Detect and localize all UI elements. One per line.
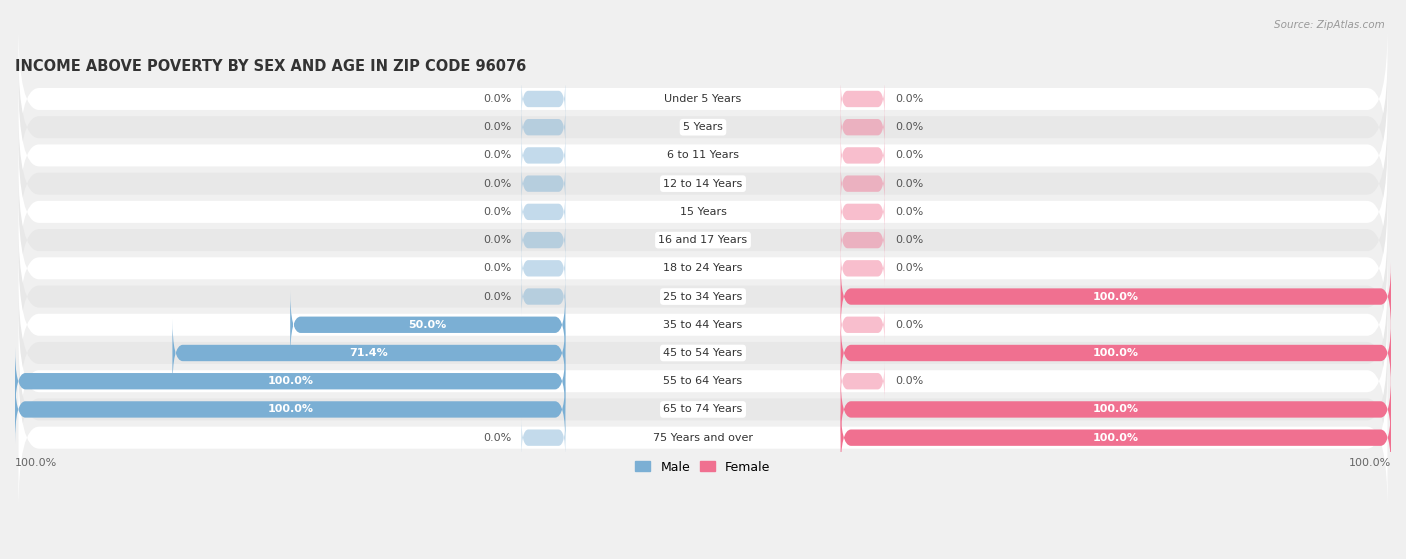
FancyBboxPatch shape [15,347,565,415]
Text: 100.0%: 100.0% [267,405,314,414]
Text: 50.0%: 50.0% [409,320,447,330]
Text: 100.0%: 100.0% [15,458,58,468]
FancyBboxPatch shape [290,291,565,359]
Text: 0.0%: 0.0% [896,376,924,386]
FancyBboxPatch shape [18,138,1388,286]
Text: 0.0%: 0.0% [482,433,510,443]
FancyBboxPatch shape [841,192,884,232]
Text: 0.0%: 0.0% [482,207,510,217]
FancyBboxPatch shape [522,248,565,288]
FancyBboxPatch shape [18,82,1388,229]
Text: 0.0%: 0.0% [482,150,510,160]
Text: 100.0%: 100.0% [1348,458,1391,468]
Text: 18 to 24 Years: 18 to 24 Years [664,263,742,273]
FancyBboxPatch shape [841,79,884,119]
Text: 0.0%: 0.0% [896,94,924,104]
Text: Source: ZipAtlas.com: Source: ZipAtlas.com [1274,20,1385,30]
Text: 0.0%: 0.0% [482,263,510,273]
Text: 0.0%: 0.0% [482,292,510,301]
Text: 100.0%: 100.0% [1092,348,1139,358]
FancyBboxPatch shape [173,319,565,387]
Text: 0.0%: 0.0% [482,94,510,104]
FancyBboxPatch shape [522,418,565,458]
FancyBboxPatch shape [18,110,1388,257]
Text: INCOME ABOVE POVERTY BY SEX AND AGE IN ZIP CODE 96076: INCOME ABOVE POVERTY BY SEX AND AGE IN Z… [15,59,526,74]
FancyBboxPatch shape [18,251,1388,399]
FancyBboxPatch shape [522,277,565,316]
Text: 0.0%: 0.0% [896,150,924,160]
FancyBboxPatch shape [18,223,1388,370]
FancyBboxPatch shape [522,135,565,176]
FancyBboxPatch shape [841,220,884,260]
FancyBboxPatch shape [522,107,565,147]
FancyBboxPatch shape [841,404,1391,472]
FancyBboxPatch shape [18,167,1388,314]
Text: 100.0%: 100.0% [1092,433,1139,443]
FancyBboxPatch shape [18,25,1388,173]
Text: 16 and 17 Years: 16 and 17 Years [658,235,748,245]
FancyBboxPatch shape [841,262,1391,331]
FancyBboxPatch shape [18,336,1388,483]
Text: 0.0%: 0.0% [482,235,510,245]
Text: 0.0%: 0.0% [482,122,510,132]
FancyBboxPatch shape [841,107,884,147]
FancyBboxPatch shape [522,220,565,260]
Text: 71.4%: 71.4% [350,348,388,358]
Legend: Male, Female: Male, Female [630,456,776,479]
FancyBboxPatch shape [18,54,1388,201]
FancyBboxPatch shape [841,164,884,203]
FancyBboxPatch shape [841,135,884,176]
FancyBboxPatch shape [841,375,1391,444]
Text: 0.0%: 0.0% [896,207,924,217]
Text: 0.0%: 0.0% [896,122,924,132]
Text: 0.0%: 0.0% [896,235,924,245]
FancyBboxPatch shape [18,280,1388,427]
Text: 65 to 74 Years: 65 to 74 Years [664,405,742,414]
FancyBboxPatch shape [15,375,565,444]
FancyBboxPatch shape [522,79,565,119]
Text: 0.0%: 0.0% [896,263,924,273]
Text: 12 to 14 Years: 12 to 14 Years [664,179,742,188]
FancyBboxPatch shape [841,361,884,401]
FancyBboxPatch shape [522,164,565,203]
FancyBboxPatch shape [841,319,1391,387]
Text: 55 to 64 Years: 55 to 64 Years [664,376,742,386]
FancyBboxPatch shape [18,307,1388,455]
Text: 5 Years: 5 Years [683,122,723,132]
Text: 6 to 11 Years: 6 to 11 Years [666,150,740,160]
FancyBboxPatch shape [841,248,884,288]
Text: Under 5 Years: Under 5 Years [665,94,741,104]
Text: 45 to 54 Years: 45 to 54 Years [664,348,742,358]
Text: 100.0%: 100.0% [1092,405,1139,414]
Text: 15 Years: 15 Years [679,207,727,217]
FancyBboxPatch shape [18,195,1388,342]
FancyBboxPatch shape [18,364,1388,511]
Text: 100.0%: 100.0% [267,376,314,386]
FancyBboxPatch shape [522,192,565,232]
Text: 35 to 44 Years: 35 to 44 Years [664,320,742,330]
Text: 0.0%: 0.0% [896,320,924,330]
Text: 100.0%: 100.0% [1092,292,1139,301]
Text: 0.0%: 0.0% [896,179,924,188]
FancyBboxPatch shape [841,305,884,345]
Text: 0.0%: 0.0% [482,179,510,188]
Text: 25 to 34 Years: 25 to 34 Years [664,292,742,301]
Text: 75 Years and over: 75 Years and over [652,433,754,443]
